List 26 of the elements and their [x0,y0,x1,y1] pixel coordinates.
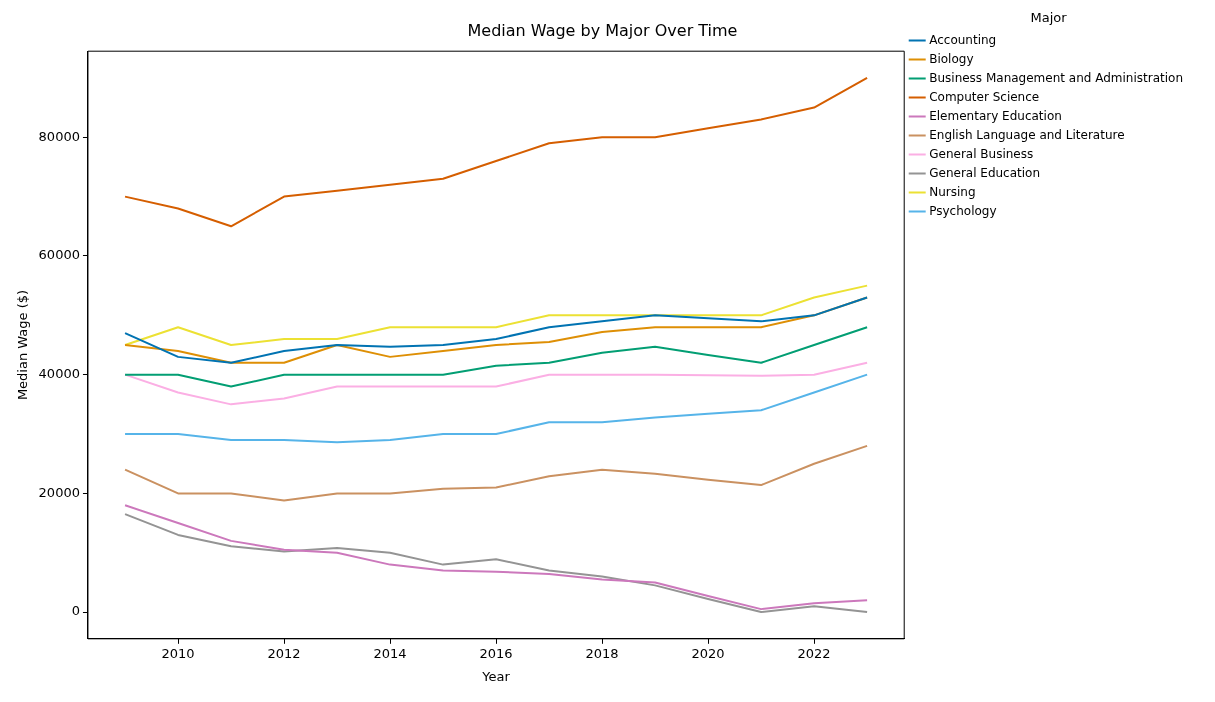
legend-title: Major [1030,9,1068,25]
y-tick-label: 40000 [38,366,80,382]
x-tick-label: 2014 [373,645,407,661]
legend-label: Biology [929,51,974,66]
legend-label: English Language and Literature [929,127,1125,142]
x-tick-label: 2016 [479,645,513,661]
legend-label: Business Management and Administration [929,70,1183,85]
legend-label: Computer Science [929,89,1040,104]
legend-label: Psychology [929,203,997,218]
y-tick-label: 20000 [38,484,80,500]
chart-title: Median Wage by Major Over Time [467,20,738,40]
x-tick-label: 2022 [797,645,831,661]
legend-label: General Education [929,165,1041,180]
x-axis-title: Year [481,668,511,684]
x-tick-label: 2018 [585,645,619,661]
legend-label: Elementary Education [929,108,1062,123]
legend-label: Nursing [929,184,976,199]
x-tick-label: 2012 [267,645,301,661]
y-tick-label: 0 [71,603,80,619]
legend-label: Accounting [929,32,997,47]
x-tick-label: 2020 [691,645,725,661]
y-tick-label: 60000 [38,247,80,263]
legend-label: General Business [929,146,1034,161]
x-tick-label: 2010 [161,645,195,661]
y-axis-title: Median Wage ($) [15,289,31,401]
y-tick-label: 80000 [38,128,80,144]
